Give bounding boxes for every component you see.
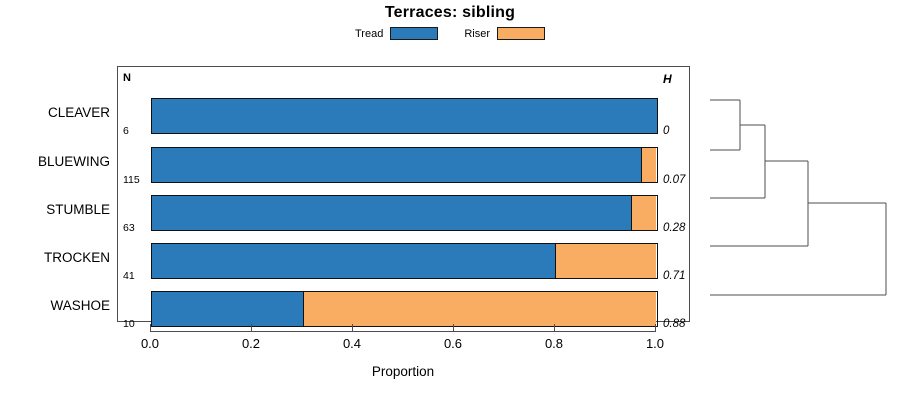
x-axis-tick-label: 0.2 bbox=[241, 336, 261, 351]
legend-swatch-riser bbox=[497, 27, 545, 40]
row-n-value: 41 bbox=[123, 270, 135, 282]
stacked-bar[interactable] bbox=[151, 243, 658, 279]
legend-item-riser[interactable]: Riser bbox=[464, 27, 545, 40]
y-axis-label-cleaver: CLEAVER bbox=[47, 105, 110, 120]
chart-title: Terraces: sibling bbox=[384, 4, 516, 21]
x-axis-tick-label: 0.6 bbox=[443, 336, 463, 351]
x-axis-tick-label: 1.0 bbox=[645, 336, 665, 351]
bar-segment-tread[interactable] bbox=[152, 99, 657, 133]
x-axis-title: Proportion bbox=[371, 364, 435, 379]
y-axis-label-washoe: WASHOE bbox=[50, 298, 110, 313]
bar-segment-tread[interactable] bbox=[152, 244, 556, 278]
x-axis-tick bbox=[352, 324, 353, 331]
column-header-h: H bbox=[663, 72, 672, 86]
y-axis-label-bluewing: BLUEWING bbox=[37, 154, 110, 169]
x-axis-tick-label: 0.0 bbox=[140, 336, 160, 351]
stacked-bar[interactable] bbox=[151, 147, 658, 183]
x-axis-tick-label: 0.4 bbox=[342, 336, 362, 351]
legend-item-tread[interactable]: Tread bbox=[355, 27, 439, 40]
dendrogram bbox=[690, 60, 900, 340]
row-n-value: 10 bbox=[123, 318, 135, 330]
bar-row: 115 0.07 bbox=[118, 140, 689, 188]
row-h-value: 0.88 bbox=[663, 318, 686, 330]
bar-segment-riser[interactable] bbox=[555, 244, 656, 278]
x-axis-tick bbox=[453, 324, 454, 331]
bar-segment-riser[interactable] bbox=[630, 196, 656, 230]
bar-row: 41 0.71 bbox=[118, 236, 689, 284]
row-h-value: 0 bbox=[663, 125, 670, 137]
plot-panel: N H 6 0 115 0.07 63 0.28 41 0.71 10 0.88 bbox=[117, 66, 690, 330]
x-axis-tick bbox=[554, 324, 555, 331]
row-n-value: 115 bbox=[123, 174, 140, 186]
legend-swatch-tread bbox=[390, 27, 439, 40]
row-h-value: 0.71 bbox=[663, 270, 686, 282]
bar-row: 10 0.88 bbox=[118, 284, 689, 332]
bar-segment-tread[interactable] bbox=[152, 292, 304, 326]
x-axis-tick-label: 0.8 bbox=[544, 336, 564, 351]
bar-segment-tread[interactable] bbox=[152, 148, 642, 182]
stacked-bar[interactable] bbox=[151, 291, 658, 327]
column-header-n: N bbox=[123, 72, 131, 84]
dendrogram-svg bbox=[710, 99, 887, 296]
stacked-bar[interactable] bbox=[151, 195, 658, 231]
chart-legend: Tread Riser bbox=[0, 27, 900, 40]
row-n-value: 6 bbox=[123, 125, 129, 137]
x-axis-tick bbox=[150, 324, 151, 331]
x-axis-tick bbox=[251, 324, 252, 331]
bar-row: 63 0.28 bbox=[118, 188, 689, 236]
y-axis-label-stumble: STUMBLE bbox=[46, 202, 110, 217]
row-h-value: 0.07 bbox=[663, 174, 686, 186]
bar-segment-riser[interactable] bbox=[302, 292, 656, 326]
row-n-value: 63 bbox=[123, 222, 135, 234]
x-axis-tick bbox=[655, 324, 656, 331]
y-axis-label-trocken: TROCKEN bbox=[43, 250, 110, 265]
legend-label-riser: Riser bbox=[464, 27, 490, 40]
stacked-bar[interactable] bbox=[151, 98, 658, 134]
bar-segment-tread[interactable] bbox=[152, 196, 632, 230]
bar-segment-riser[interactable] bbox=[640, 148, 656, 182]
legend-label-tread: Tread bbox=[355, 27, 384, 40]
row-h-value: 0.28 bbox=[663, 222, 686, 234]
x-axis-line bbox=[150, 331, 656, 332]
